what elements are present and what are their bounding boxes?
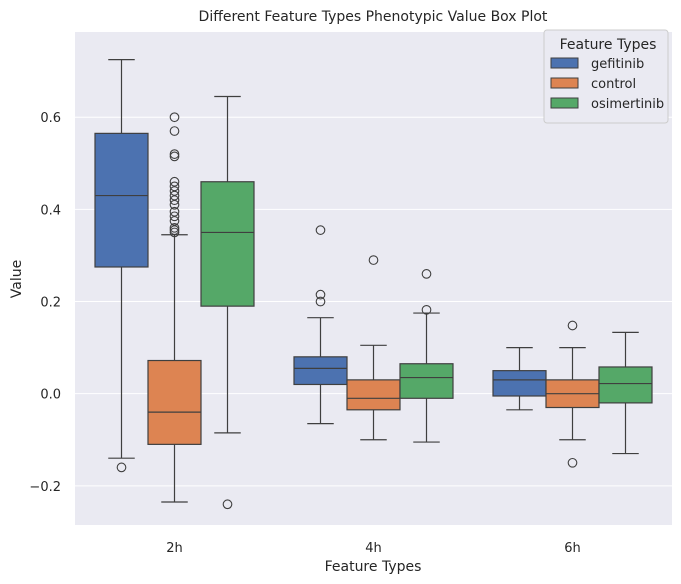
x-tick-label: 2h <box>166 541 183 556</box>
outlier-point <box>116 462 127 473</box>
outlier-point <box>169 206 180 217</box>
x-axis-label: Feature Types <box>325 559 422 575</box>
outlier-point <box>169 149 180 159</box>
outlier-point <box>169 211 180 222</box>
outlier-point <box>169 151 180 162</box>
box-gefitinib-4h <box>293 225 348 425</box>
legend-title: Feature Types <box>560 37 657 53</box>
outlier-point <box>169 181 180 192</box>
outlier-point <box>169 112 180 123</box>
box-iqr <box>346 379 401 411</box>
outlier-point <box>421 269 432 279</box>
box-osimertinib-4h <box>399 269 454 443</box>
outlier-point <box>315 296 326 307</box>
box-iqr <box>598 366 653 404</box>
outlier-point <box>169 225 180 235</box>
x-tick-label: 6h <box>564 541 581 556</box>
outlier-point <box>169 176 180 187</box>
box-control-2h <box>147 112 202 503</box>
y-tick-label: −0.2 <box>29 480 61 495</box>
box-iqr <box>94 132 149 268</box>
legend-items: gefitinib control osimertinib <box>550 57 664 112</box>
outlier-point <box>315 289 326 300</box>
box-gefitinib-6h <box>492 347 547 411</box>
y-tick-label: 0.6 <box>40 111 61 126</box>
outlier-point <box>169 227 180 238</box>
x-tick-label: 4h <box>365 541 382 556</box>
legend: Feature Types gefitinib control osimertini… <box>543 29 669 124</box>
legend-swatch-gefitinib <box>550 57 579 69</box>
legend-label-osimertinib: osimertinib <box>591 97 664 112</box>
outlier-point <box>421 304 432 315</box>
legend-label-gefitinib: gefitinib <box>591 57 644 72</box>
outlier-point <box>315 225 326 235</box>
box-iqr <box>200 181 255 307</box>
axis-ticks: −0.2 0.0 0.2 0.4 0.6 2h 4h 6h <box>29 111 580 556</box>
outlier-point <box>567 457 578 468</box>
outlier-point <box>169 195 180 206</box>
legend-label-control: control <box>591 77 636 92</box>
outlier-point <box>368 255 379 265</box>
chart-title: Different Feature Types Phenotypic Value… <box>199 9 548 25</box>
outlier-point <box>222 499 233 510</box>
outlier-point <box>169 190 180 201</box>
box-gefitinib-2h <box>94 59 149 473</box>
outlier-point <box>169 222 180 233</box>
box-control-4h <box>346 255 401 441</box>
box-osimertinib-2h <box>200 95 255 510</box>
outlier-point <box>169 199 180 210</box>
outlier-point <box>169 186 180 196</box>
box-plot-marks <box>94 59 653 510</box>
box-iqr <box>399 363 454 399</box>
legend-swatch-control <box>550 77 579 89</box>
box-iqr <box>147 359 202 445</box>
box-control-6h <box>545 320 600 468</box>
y-tick-label: 0.0 <box>40 388 61 403</box>
box-iqr <box>492 370 547 397</box>
y-tick-label: 0.2 <box>40 296 61 311</box>
box-iqr <box>293 356 348 386</box>
y-axis-label: Value <box>9 260 25 298</box>
outlier-point <box>169 126 180 136</box>
y-tick-label: 0.4 <box>40 203 61 218</box>
outlier-point <box>169 216 180 226</box>
legend-swatch-osimertinib <box>550 97 579 109</box>
outlier-point <box>567 320 578 331</box>
box-osimertinib-6h <box>598 331 653 455</box>
